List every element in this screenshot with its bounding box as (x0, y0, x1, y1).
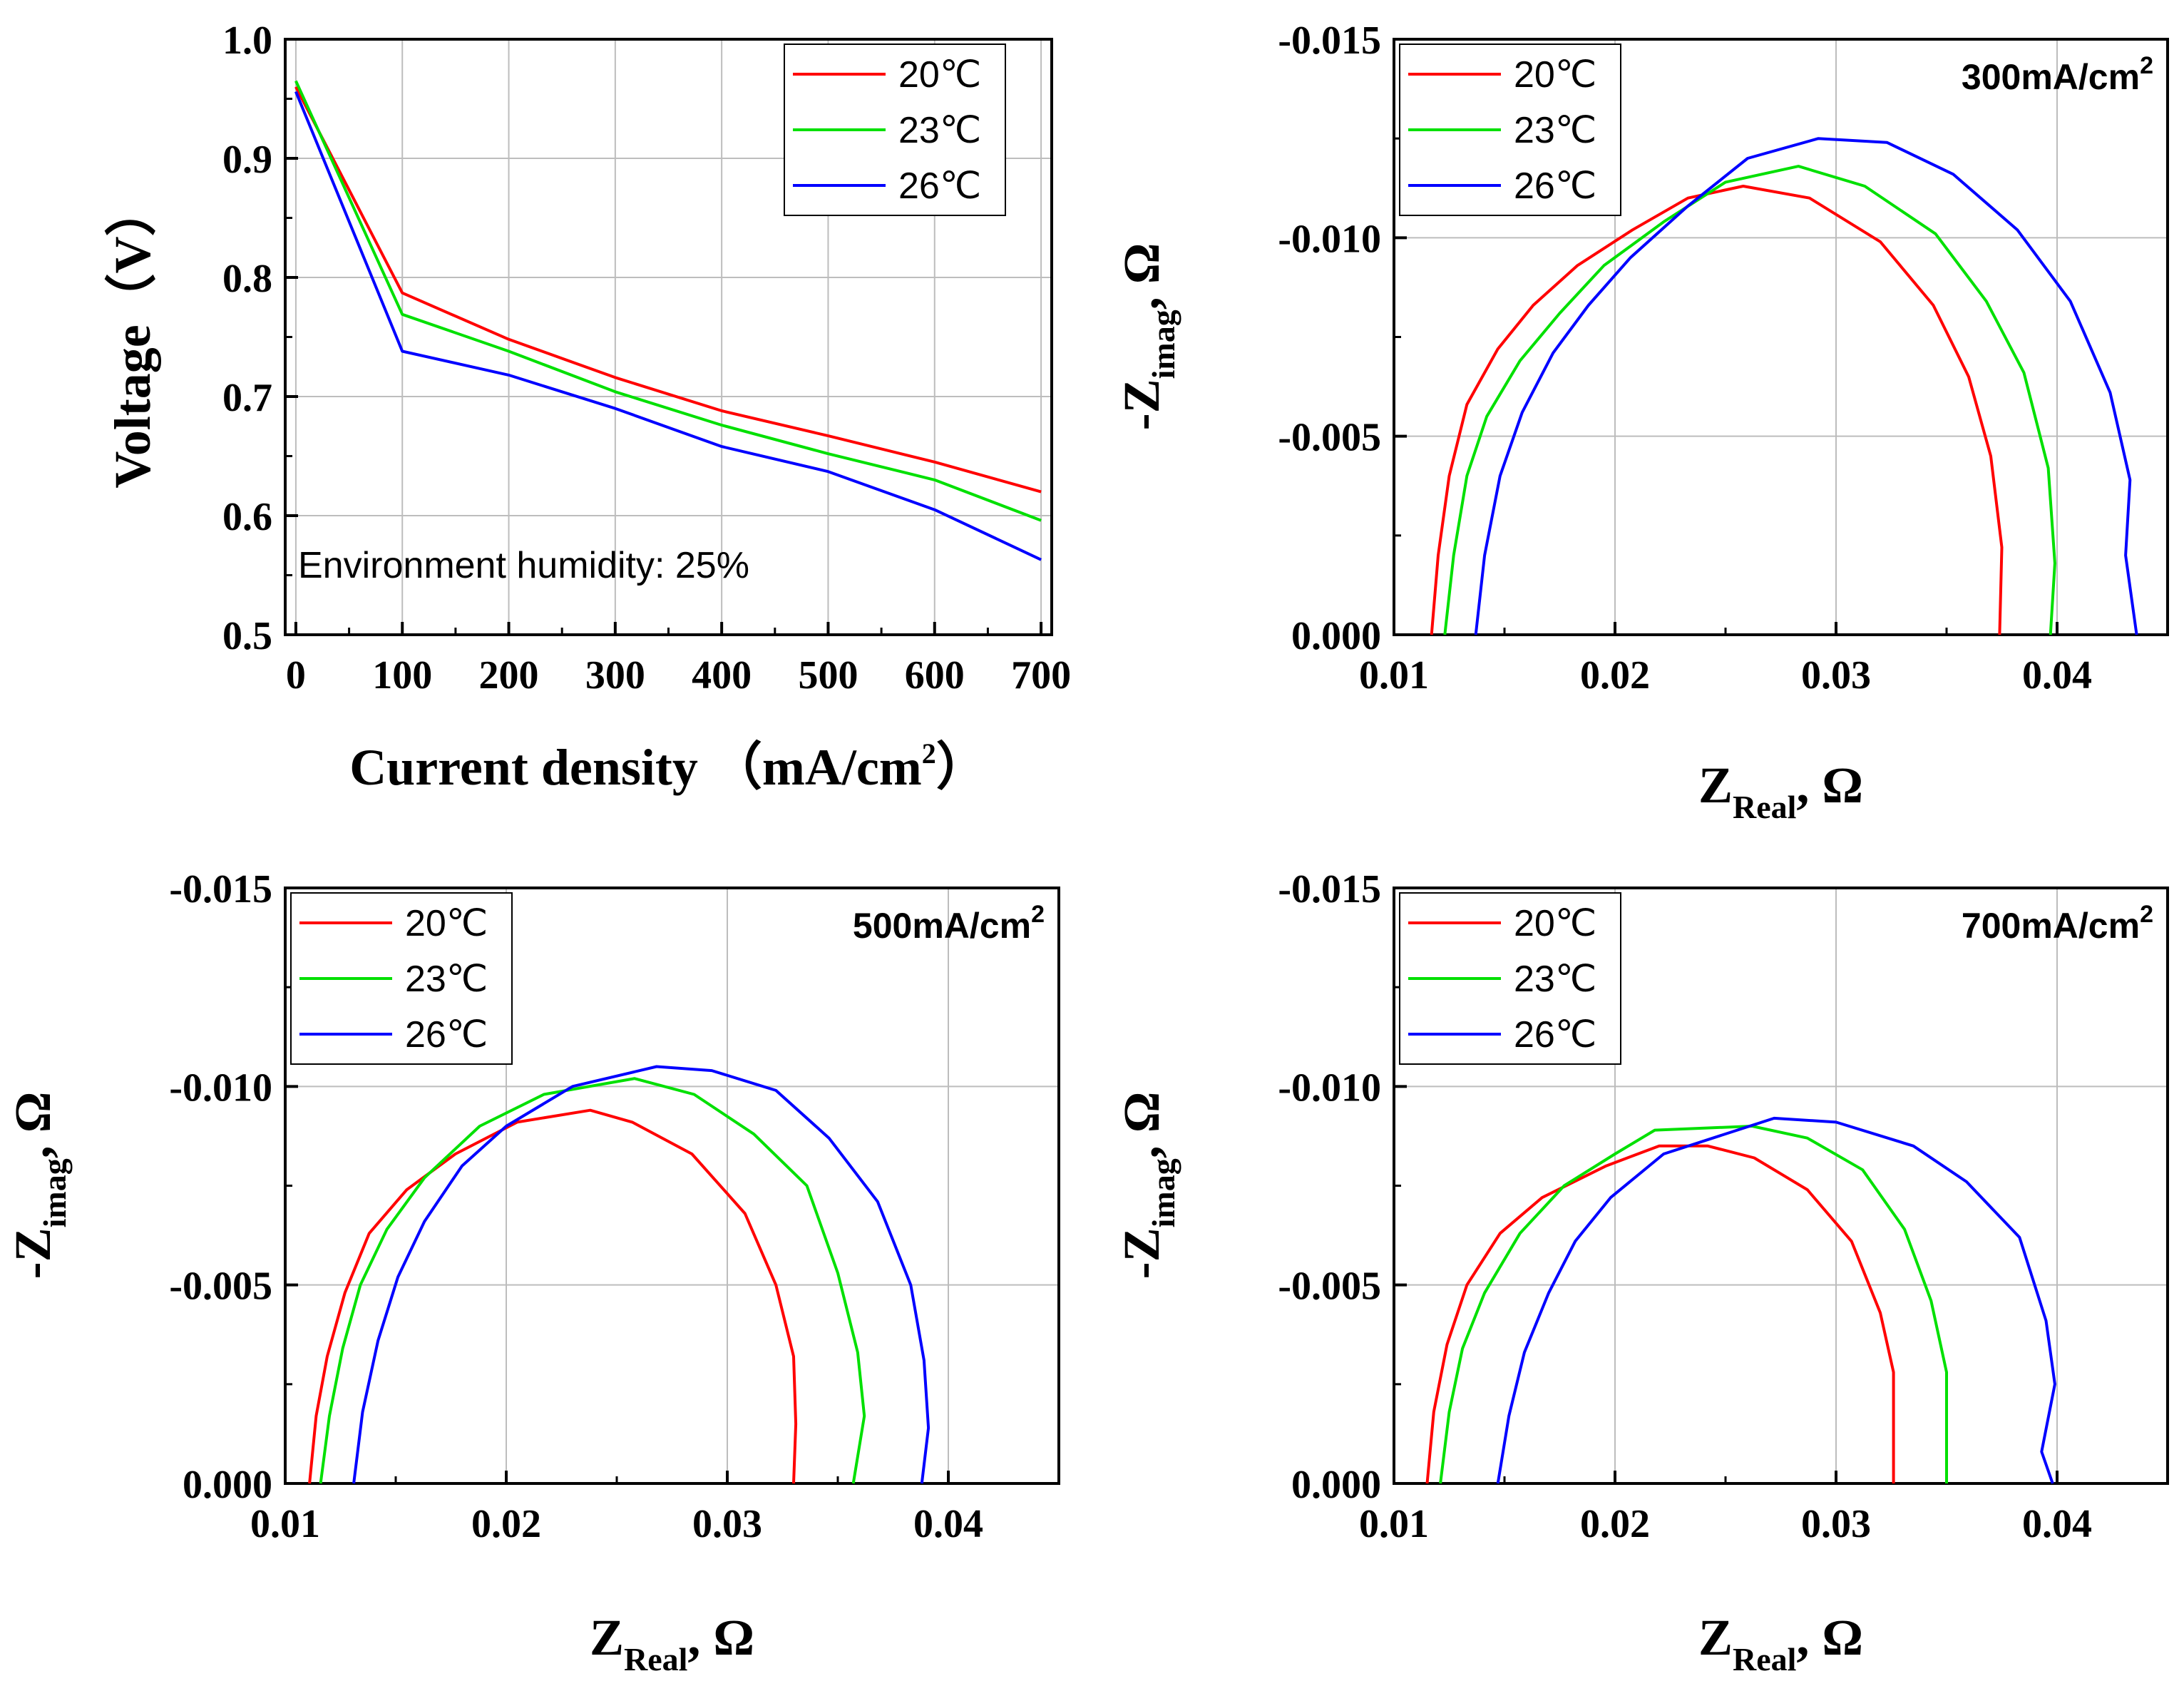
legend-label: 26℃ (405, 1014, 488, 1056)
x-axis-label: Current density （mA/cm2） (349, 737, 988, 796)
x-tick-label: 0.04 (913, 1502, 983, 1546)
legend-label: 20℃ (898, 54, 981, 96)
panel-annotation: Environment humidity: 25% (298, 545, 749, 586)
series-line-26c (352, 1065, 930, 1484)
series-line-26c (1474, 137, 2138, 635)
x-tick-label: 700 (1011, 653, 1071, 698)
y-tick-label: 0.000 (1291, 614, 1381, 658)
x-tick-label: 0.03 (1801, 653, 1871, 698)
legend-label: 26℃ (1514, 165, 1596, 207)
y-tick-label: 0.000 (1291, 1463, 1381, 1507)
x-tick-label: 300 (585, 653, 645, 698)
series-line-26c (1496, 1116, 2056, 1484)
y-tick-label: -0.010 (1278, 217, 1381, 261)
panel-eis-300: 0.01 0.02 0.03 0.04 0.000 -0.005 -0.010 -0.015 2… (1113, 19, 2169, 825)
x-tick-label: 0.01 (1359, 653, 1429, 698)
y-tick-label: -0.005 (169, 1265, 272, 1309)
series-line-23c (1443, 165, 2056, 635)
legend-label: 20℃ (405, 903, 488, 944)
legend-label: 26℃ (898, 165, 981, 207)
series-line-20c (294, 86, 1042, 494)
x-tick-label: 0 (286, 653, 306, 698)
y-tick-label: 0.7 (222, 376, 272, 420)
x-axis-label: ZReal, Ω (1698, 1609, 1863, 1677)
y-tick-label: -0.010 (1278, 1066, 1381, 1110)
x-tick-label: 100 (372, 653, 432, 698)
y-tick-label: 0.8 (222, 257, 272, 301)
panel-annotation: 700mA/cm2 (1962, 901, 2153, 946)
y-tick-label: -0.005 (1278, 1265, 1381, 1309)
panel-annotation: 500mA/cm2 (853, 901, 1045, 946)
legend-label: 23℃ (1514, 110, 1596, 151)
legend-label: 26℃ (1514, 1014, 1596, 1056)
x-tick-label: 0.01 (1359, 1502, 1429, 1546)
series-line-26c (294, 91, 1042, 561)
y-axis-label: -Zimag, Ω (1113, 1092, 1181, 1279)
x-tick-label: 600 (905, 653, 965, 698)
x-tick-label: 0.01 (250, 1502, 320, 1546)
y-tick-label: 0.5 (222, 614, 272, 658)
legend-label: 20℃ (1514, 903, 1596, 944)
x-tick-label: 400 (692, 653, 752, 698)
series-line-23c (319, 1077, 866, 1484)
y-tick-label: 0.000 (183, 1463, 272, 1507)
panel-voltage: 0 100 200 300 400 500 600 700 0.5 0.6 0.7 0.8 0.9 1.0… (104, 19, 1071, 796)
legend-label: 23℃ (898, 110, 981, 151)
y-axis-label: Voltage（V） (104, 185, 161, 488)
series-line-20c (308, 1108, 798, 1484)
y-tick-label: -0.005 (1278, 416, 1381, 460)
x-tick-label: 0.02 (471, 1502, 541, 1546)
legend-label: 23℃ (405, 959, 488, 1000)
x-tick-label: 0.03 (1801, 1502, 1871, 1546)
x-tick-label: 0.04 (2022, 1502, 2092, 1546)
x-tick-label: 0.02 (1580, 1502, 1650, 1546)
series-line-23c (294, 80, 1042, 522)
series-line-23c (1439, 1125, 1948, 1484)
x-tick-label: 0.04 (2022, 653, 2092, 698)
y-tick-label: -0.015 (1278, 19, 1381, 63)
x-tick-label: 0.03 (692, 1502, 762, 1546)
legend-label: 20℃ (1514, 54, 1596, 96)
x-tick-label: 0.02 (1580, 653, 1650, 698)
y-axis-label: -Zimag, Ω (4, 1092, 73, 1279)
y-tick-label: 0.9 (222, 138, 272, 182)
panel-eis-700: 0.01 0.02 0.03 0.04 0.000 -0.005 -0.010 -0.015 2… (1113, 867, 2169, 1677)
y-axis-label: -Zimag, Ω (1113, 243, 1181, 431)
panel-eis-500: 0.01 0.02 0.03 0.04 0.000 -0.005 -0.010 -0.015 2… (4, 867, 1060, 1677)
panel-annotation: 300mA/cm2 (1962, 52, 2153, 97)
x-tick-label: 500 (798, 653, 858, 698)
x-axis-label: ZReal, Ω (1698, 757, 1863, 825)
y-tick-label: 1.0 (222, 19, 272, 63)
y-tick-label: -0.010 (169, 1066, 272, 1110)
legend-label: 23℃ (1514, 959, 1596, 1000)
x-tick-label: 200 (479, 653, 539, 698)
y-tick-label: -0.015 (1278, 867, 1381, 911)
x-axis-label: ZReal, Ω (590, 1609, 754, 1677)
y-tick-label: 0.6 (222, 495, 272, 539)
series-line-20c (1425, 1144, 1895, 1484)
series-line-20c (1430, 185, 2004, 635)
y-tick-label: -0.015 (169, 867, 272, 911)
